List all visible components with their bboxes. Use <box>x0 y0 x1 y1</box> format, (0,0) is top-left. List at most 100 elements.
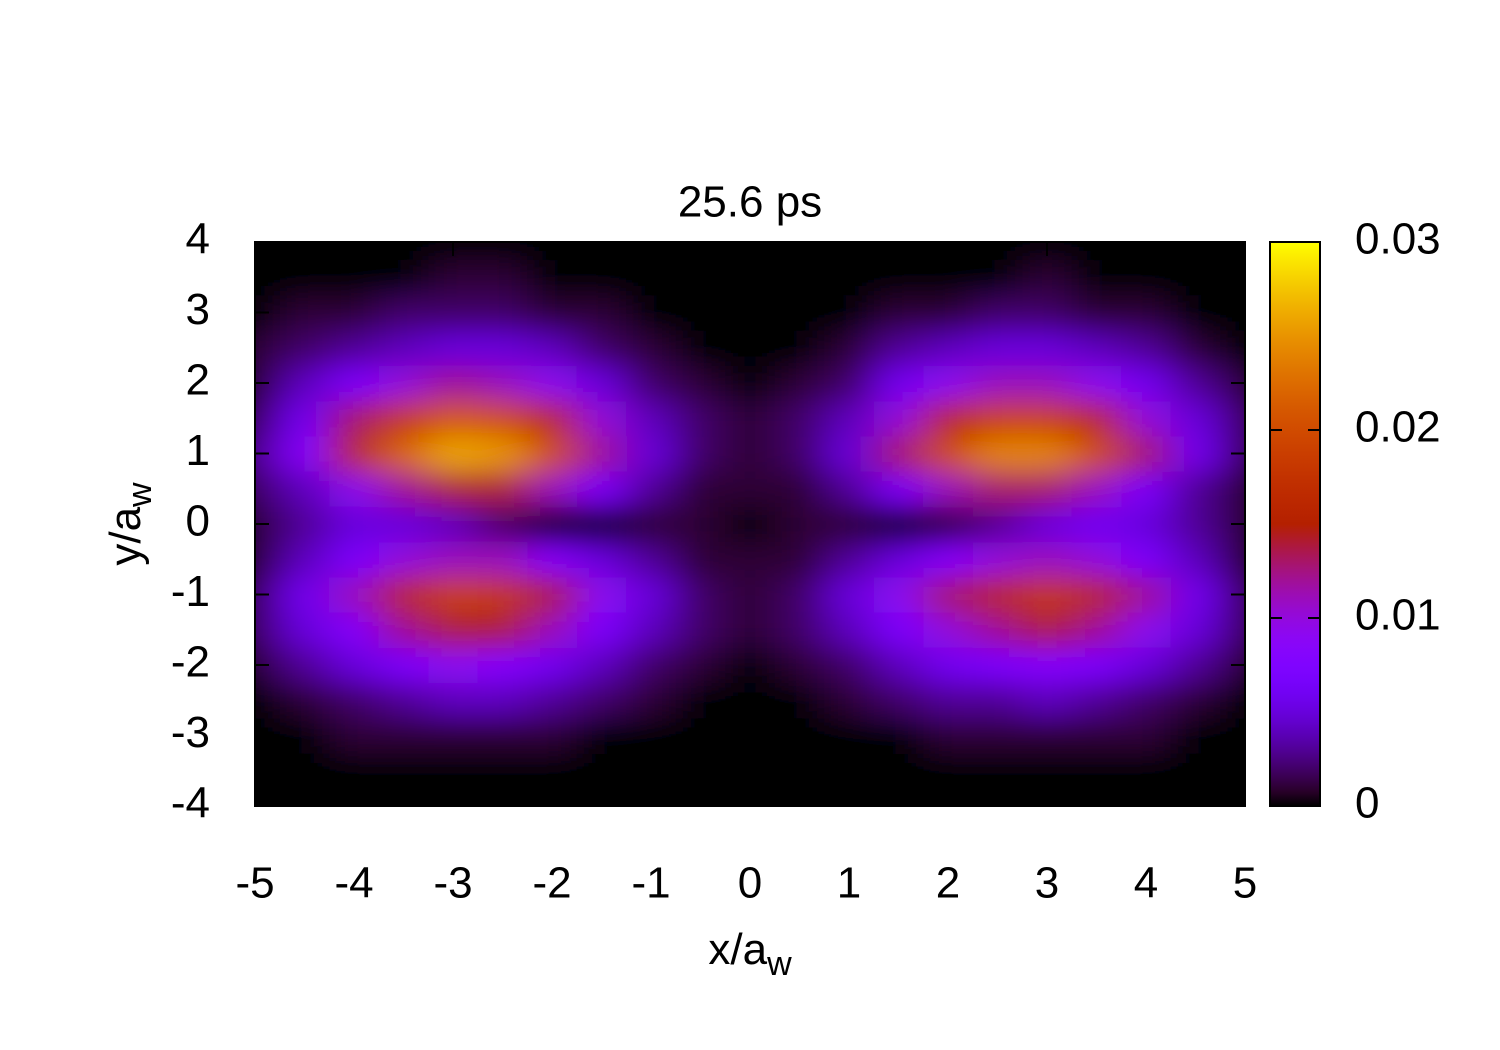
heatmap-cell <box>1170 365 1221 402</box>
heatmap-cell <box>1121 435 1172 472</box>
heatmap-cell <box>873 647 924 684</box>
heatmap-cell <box>1071 259 1122 296</box>
heatmap-cell <box>774 647 825 684</box>
y-tick-label: -4 <box>171 779 210 828</box>
heatmap-cell <box>972 612 1023 648</box>
heatmap-cell <box>477 365 528 402</box>
heatmap-cell <box>923 753 974 789</box>
heatmap-cell <box>675 471 726 507</box>
heatmap-cell <box>774 506 825 543</box>
heatmap-cell <box>1170 612 1221 648</box>
heatmap-cell <box>576 682 627 719</box>
heatmap-cell <box>378 242 429 261</box>
heatmap-cell <box>923 717 974 754</box>
heatmap-cell <box>378 576 429 613</box>
heatmap-cell <box>527 365 578 402</box>
x-tick-label: 1 <box>837 859 861 908</box>
heatmap-cell <box>378 294 429 331</box>
heatmap-cell <box>725 753 776 789</box>
heatmap-cell <box>675 242 726 261</box>
x-tick-label: 2 <box>936 859 960 908</box>
heatmap-cell <box>378 471 429 507</box>
heatmap-cell <box>1121 682 1172 719</box>
heatmap-cell <box>774 365 825 402</box>
heatmap-cell <box>527 647 578 684</box>
heatmap-cell <box>1121 400 1172 437</box>
x-tick-label: 5 <box>1233 859 1257 908</box>
y-tick-label: -1 <box>171 567 210 616</box>
heatmap-cell <box>725 612 776 648</box>
heatmap-cell <box>923 330 974 366</box>
y-tick-label: 1 <box>186 426 210 475</box>
heatmap-cell <box>873 294 924 331</box>
heatmap-cell <box>279 576 330 613</box>
heatmap-cell <box>626 612 677 648</box>
heatmap-cell <box>576 612 627 648</box>
heatmap-cell <box>972 576 1023 613</box>
heatmap-cell <box>1071 242 1122 261</box>
heatmap-cell <box>255 259 281 296</box>
heatmap-cell <box>824 400 875 437</box>
heatmap-cell <box>725 259 776 296</box>
heatmap-cell <box>873 753 924 789</box>
heatmap-cell <box>824 717 875 754</box>
heatmap-cell <box>824 365 875 402</box>
heatmap-cell <box>329 330 380 366</box>
heatmap-cell <box>576 400 627 437</box>
heatmap <box>255 242 1245 806</box>
heatmap-cell <box>873 400 924 437</box>
heatmap-cell <box>329 471 380 507</box>
heatmap-cell <box>626 471 677 507</box>
heatmap-cell <box>477 294 528 331</box>
heatmap-cell <box>972 471 1023 507</box>
heatmap-cell <box>1170 435 1221 472</box>
heatmap-cell <box>428 612 479 648</box>
heatmap-cell <box>824 753 875 789</box>
heatmap-cell <box>923 471 974 507</box>
x-tick-label: -5 <box>235 859 274 908</box>
heatmap-cell <box>1170 259 1221 296</box>
heatmap-cell <box>329 682 380 719</box>
heatmap-cell <box>873 506 924 543</box>
heatmap-cell <box>824 576 875 613</box>
heatmap-cell <box>1071 788 1122 806</box>
heatmap-cell <box>428 294 479 331</box>
heatmap-cell <box>1022 365 1073 402</box>
heatmap-cell <box>378 717 429 754</box>
heatmap-cell <box>378 506 429 543</box>
heatmap-cell <box>576 365 627 402</box>
heatmap-cell <box>774 682 825 719</box>
heatmap-cell <box>1220 400 1245 437</box>
heatmap-cell <box>279 259 330 296</box>
colorbar <box>1269 241 1321 807</box>
heatmap-cell <box>1170 506 1221 543</box>
heatmap-cell <box>923 612 974 648</box>
heatmap-cell <box>576 753 627 789</box>
heatmap-cell <box>255 788 281 806</box>
heatmap-cell <box>972 365 1023 402</box>
heatmap-cell <box>477 788 528 806</box>
heatmap-cell <box>1071 294 1122 331</box>
heatmap-cell <box>527 294 578 331</box>
heatmap-cell <box>824 435 875 472</box>
heatmap-cell <box>576 242 627 261</box>
heatmap-cell <box>923 682 974 719</box>
y-tick-label: -2 <box>171 638 210 687</box>
heatmap-cell <box>626 294 677 331</box>
x-tick-label: -2 <box>532 859 571 908</box>
heatmap-cell <box>675 576 726 613</box>
heatmap-cell <box>774 242 825 261</box>
heatmap-cell <box>378 682 429 719</box>
heatmap-cell <box>1071 717 1122 754</box>
heatmap-cell <box>725 682 776 719</box>
heatmap-cell <box>1121 259 1172 296</box>
heatmap-cell <box>279 717 330 754</box>
heatmap-cell <box>279 506 330 543</box>
heatmap-cell <box>873 576 924 613</box>
heatmap-cell <box>923 541 974 578</box>
heatmap-cell <box>725 435 776 472</box>
heatmap-cell <box>279 330 330 366</box>
y-tick-label: 4 <box>186 215 210 264</box>
heatmap-cell <box>329 506 380 543</box>
